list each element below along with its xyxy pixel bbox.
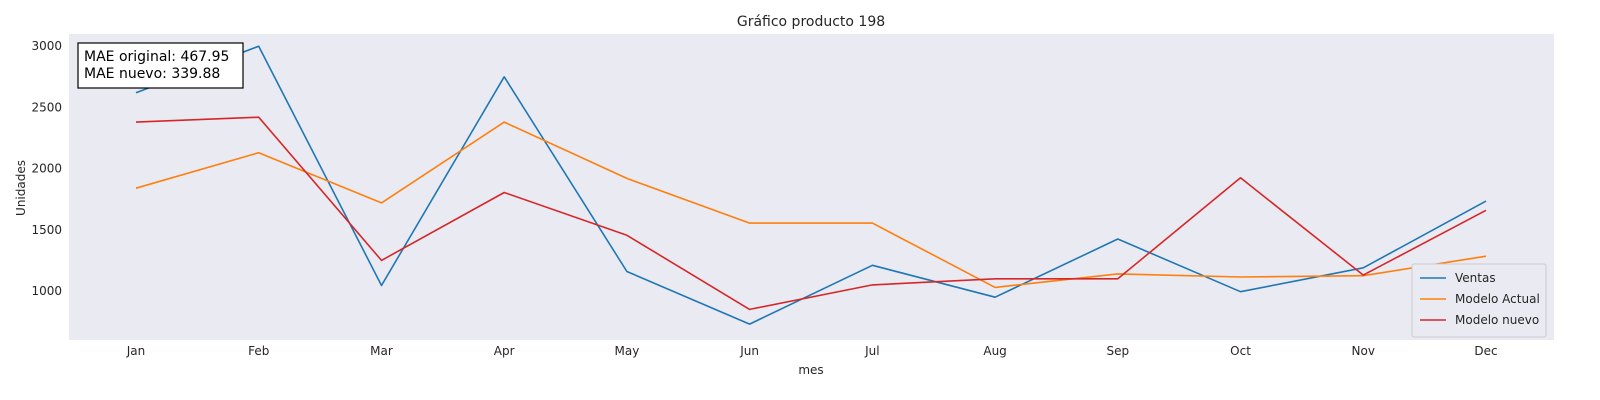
annotation-line-2: MAE nuevo: 339.88 <box>84 66 220 82</box>
x-tick-label: Aug <box>983 344 1006 358</box>
legend-frame <box>1411 263 1547 338</box>
legend-entry: Ventas <box>1455 271 1496 285</box>
x-tick-label: Jun <box>739 344 759 358</box>
annotation-line-1: MAE original: 467.95 <box>84 49 229 65</box>
y-tick-label: 1000 <box>31 284 62 298</box>
x-tick-label: Jan <box>126 344 146 358</box>
x-tick-label: Apr <box>494 344 515 358</box>
plot-area <box>69 34 1554 340</box>
x-tick-label: May <box>615 344 640 358</box>
y-tick-label: 1500 <box>31 223 62 237</box>
x-tick-label: Oct <box>1230 344 1251 358</box>
mae-annotation-box: MAE original: 467.95 MAE nuevo: 339.88 <box>77 42 244 89</box>
series-lines <box>135 45 1487 325</box>
x-axis: Jan Feb Mar Apr May Jun Jul Aug Sep Oct Nov Dec <box>126 344 1498 358</box>
legend-entry: Modelo Actual <box>1455 292 1540 306</box>
x-tick-label: Dec <box>1474 344 1497 358</box>
x-tick-label: Feb <box>248 344 269 358</box>
series-line-1 <box>135 45 1487 325</box>
y-tick-label: 2500 <box>31 100 62 114</box>
x-tick-label: Nov <box>1352 344 1375 358</box>
x-axis-label: mes <box>798 363 823 377</box>
annotation-box-frame <box>77 42 244 89</box>
legend-entry: Modelo nuevo <box>1455 313 1539 327</box>
y-axis: 1000 1500 2000 2500 3000 <box>31 39 62 298</box>
y-axis-label: Unidades <box>14 160 28 216</box>
chart-title: Gráfico producto 198 <box>737 14 885 30</box>
x-tick-label: Sep <box>1107 344 1130 358</box>
legend: Ventas Modelo Actual Modelo nuevo <box>1411 263 1547 338</box>
y-tick-label: 2000 <box>31 162 62 176</box>
series-line-2 <box>135 121 1487 289</box>
y-tick-label: 3000 <box>31 39 62 53</box>
x-tick-label: Mar <box>370 344 393 358</box>
x-tick-label: Jul <box>864 344 879 358</box>
series-line-3 <box>135 116 1487 311</box>
